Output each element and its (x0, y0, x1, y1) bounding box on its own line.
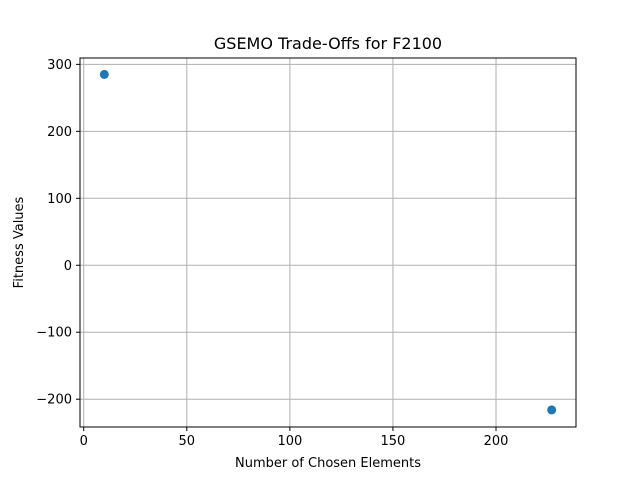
x-tick-label: 50 (179, 434, 196, 449)
y-tick-label: −100 (36, 326, 72, 341)
plot-frame (79, 57, 577, 428)
y-axis-label: Fitness Values (12, 196, 27, 288)
x-tick-label: 0 (80, 434, 88, 449)
x-axis-ticks: 0 50 100 150 200 (80, 427, 509, 449)
y-tick-label: 300 (47, 58, 72, 73)
y-tick-label: 0 (64, 259, 72, 274)
data-points (99, 69, 557, 415)
data-point (99, 69, 109, 79)
x-tick-label: 100 (277, 434, 302, 449)
chart-title: GSEMO Trade-Offs for F2100 (214, 34, 442, 53)
x-tick-label: 200 (484, 434, 509, 449)
x-tick-label: 150 (381, 434, 406, 449)
x-axis-label: Number of Chosen Elements (235, 456, 421, 471)
y-tick-label: −200 (36, 393, 72, 408)
y-tick-label: 200 (47, 125, 72, 140)
data-point (547, 405, 557, 415)
grid-lines (80, 58, 576, 427)
y-tick-label: 100 (47, 192, 72, 207)
y-axis-ticks: −200 −100 0 100 200 300 (36, 58, 80, 408)
